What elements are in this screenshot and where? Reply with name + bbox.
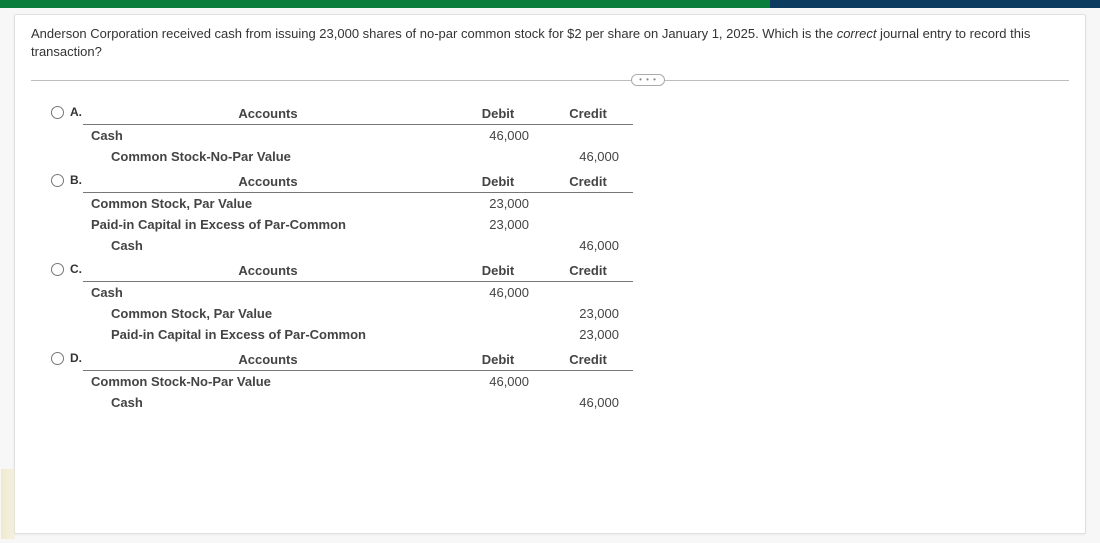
question-text: Anderson Corporation received cash from …: [31, 25, 1069, 61]
debit-cell: 46,000: [453, 125, 543, 146]
option-letter: B.: [70, 173, 82, 187]
account-cell: Cash: [83, 235, 453, 256]
table-row: Cash 46,000: [83, 392, 693, 413]
table-header: AccountsDebitCredit: [83, 171, 693, 193]
top-accent-bar: [0, 0, 1100, 8]
debit-cell: 46,000: [453, 282, 543, 303]
account-cell: Cash: [83, 125, 453, 146]
radio-button[interactable]: [51, 263, 64, 276]
credit-cell: [543, 371, 633, 392]
option-letter: D.: [70, 351, 82, 365]
table-row: Common Stock-No-Par Value 46,000: [83, 146, 693, 167]
header-debit: Debit: [453, 260, 543, 282]
options-list: A.AccountsDebitCreditCash46,000Common St…: [53, 103, 1069, 413]
account-cell: Common Stock, Par Value: [83, 193, 453, 214]
debit-cell: 23,000: [453, 193, 543, 214]
header-debit: Debit: [453, 103, 543, 125]
left-shadow-decor: [1, 469, 15, 539]
debit-cell: [453, 303, 543, 324]
credit-cell: [543, 282, 633, 303]
option-letter: A.: [70, 105, 82, 119]
header-credit: Credit: [543, 349, 633, 371]
option-B: B.AccountsDebitCreditCommon Stock, Par V…: [53, 171, 1069, 256]
credit-cell: [543, 125, 633, 146]
credit-cell: 46,000: [543, 235, 633, 256]
table-row: Common Stock-No-Par Value46,000: [83, 371, 693, 392]
table-header: AccountsDebitCredit: [83, 103, 693, 125]
option-A: A.AccountsDebitCreditCash46,000Common St…: [53, 103, 1069, 167]
table-row: Cash46,000: [83, 282, 693, 303]
credit-cell: [543, 193, 633, 214]
journal-entry-table: AccountsDebitCreditCash46,000Common Stoc…: [83, 260, 693, 345]
header-debit: Debit: [453, 349, 543, 371]
question-card: Anderson Corporation received cash from …: [14, 14, 1086, 534]
account-cell: Paid-in Capital in Excess of Par-Common: [83, 324, 453, 345]
header-credit: Credit: [543, 171, 633, 193]
credit-cell: 46,000: [543, 392, 633, 413]
option-D: D.AccountsDebitCreditCommon Stock-No-Par…: [53, 349, 1069, 413]
header-credit: Credit: [543, 103, 633, 125]
debit-cell: 46,000: [453, 371, 543, 392]
radio-wrap[interactable]: B.: [51, 173, 82, 187]
table-row: Cash 46,000: [83, 235, 693, 256]
journal-entry-table: AccountsDebitCreditCommon Stock, Par Val…: [83, 171, 693, 256]
divider-pill[interactable]: • • •: [631, 74, 665, 86]
table-row: Common Stock, Par Value23,000: [83, 193, 693, 214]
credit-cell: 46,000: [543, 146, 633, 167]
header-accounts: Accounts: [83, 171, 453, 193]
radio-wrap[interactable]: C.: [51, 262, 82, 276]
header-accounts: Accounts: [83, 103, 453, 125]
option-letter: C.: [70, 262, 82, 276]
radio-wrap[interactable]: A.: [51, 105, 82, 119]
credit-cell: [543, 214, 633, 235]
header-credit: Credit: [543, 260, 633, 282]
radio-wrap[interactable]: D.: [51, 351, 82, 365]
top-accent-dark: [770, 0, 1100, 8]
account-cell: Cash: [83, 392, 453, 413]
header-debit: Debit: [453, 171, 543, 193]
divider-line: [31, 80, 1069, 81]
table-row: Paid-in Capital in Excess of Par-Common 2…: [83, 324, 693, 345]
account-cell: Cash: [83, 282, 453, 303]
journal-entry-table: AccountsDebitCreditCommon Stock-No-Par V…: [83, 349, 693, 413]
account-cell: Common Stock-No-Par Value: [83, 146, 453, 167]
divider: • • •: [31, 71, 1069, 89]
account-cell: Common Stock-No-Par Value: [83, 371, 453, 392]
table-header: AccountsDebitCredit: [83, 349, 693, 371]
header-accounts: Accounts: [83, 260, 453, 282]
table-row: Common Stock, Par Value 23,000: [83, 303, 693, 324]
option-C: C.AccountsDebitCreditCash46,000Common St…: [53, 260, 1069, 345]
credit-cell: 23,000: [543, 303, 633, 324]
table-header: AccountsDebitCredit: [83, 260, 693, 282]
journal-entry-table: AccountsDebitCreditCash46,000Common Stoc…: [83, 103, 693, 167]
account-cell: Common Stock, Par Value: [83, 303, 453, 324]
radio-button[interactable]: [51, 352, 64, 365]
radio-button[interactable]: [51, 106, 64, 119]
debit-cell: [453, 392, 543, 413]
credit-cell: 23,000: [543, 324, 633, 345]
question-prefix: Anderson Corporation received cash from …: [31, 26, 837, 41]
debit-cell: [453, 235, 543, 256]
table-row: Cash46,000: [83, 125, 693, 146]
header-accounts: Accounts: [83, 349, 453, 371]
debit-cell: [453, 146, 543, 167]
radio-button[interactable]: [51, 174, 64, 187]
question-italic: correct: [837, 26, 877, 41]
debit-cell: [453, 324, 543, 345]
account-cell: Paid-in Capital in Excess of Par-Common: [83, 214, 453, 235]
table-row: Paid-in Capital in Excess of Par-Common2…: [83, 214, 693, 235]
debit-cell: 23,000: [453, 214, 543, 235]
